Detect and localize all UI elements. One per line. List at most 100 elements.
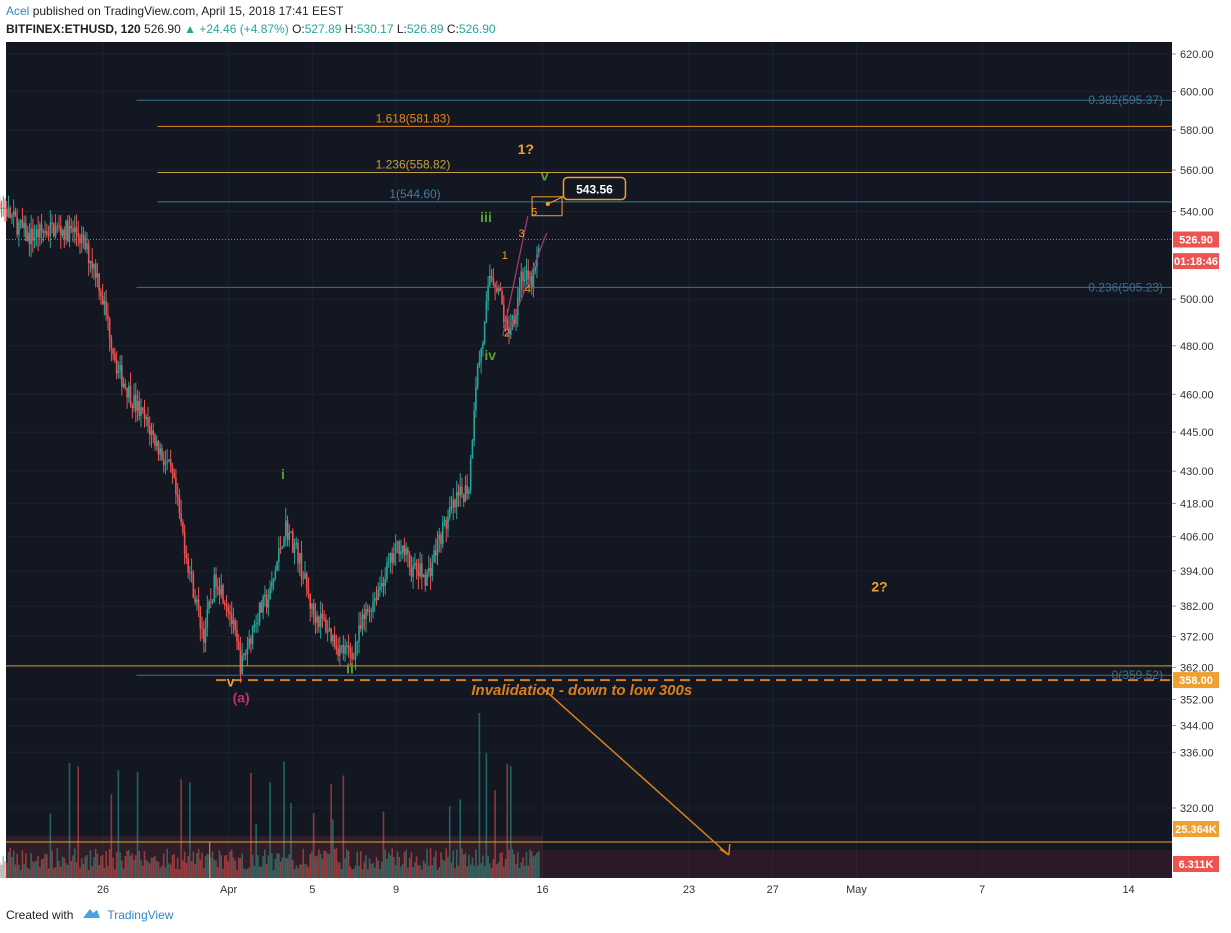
volume-bar: [366, 869, 369, 878]
candle-body: [115, 359, 118, 374]
volume-bar: [7, 851, 10, 878]
volume-bar: [283, 761, 285, 878]
price-tick-label: 580.00: [1180, 125, 1214, 137]
wave-label: v: [227, 673, 235, 689]
volume-bar: [28, 869, 31, 878]
volume-bar: [515, 863, 517, 878]
time-tick-label: Apr: [220, 884, 237, 896]
volume-bar: [405, 849, 407, 878]
volume-bar: [194, 864, 196, 878]
volume-bar: [243, 868, 245, 878]
candle-body: [475, 386, 477, 411]
volume-bar: [501, 852, 503, 878]
candle-body: [480, 348, 482, 362]
volume-future-area: [542, 850, 1172, 878]
volume-bar: [325, 851, 327, 878]
candle-body: [134, 394, 137, 411]
candle-body: [260, 602, 263, 613]
price-tick-label: 500.00: [1180, 294, 1214, 306]
volume-bar: [434, 850, 437, 878]
candle-body: [176, 494, 179, 497]
open-label: O:: [292, 22, 305, 36]
tradingview-cloud-icon: [79, 907, 101, 922]
candle-body: [51, 222, 53, 224]
candle-body: [35, 229, 38, 237]
candle-body: [103, 301, 106, 305]
volume-badge: [1173, 856, 1219, 872]
price-tick-label: 620.00: [1180, 49, 1214, 61]
volume-bar: [471, 857, 474, 878]
candle-body: [37, 229, 39, 238]
candle-body: [155, 440, 158, 447]
volume-bar: [380, 861, 383, 878]
candle-body: [382, 582, 385, 587]
candle-body: [250, 638, 252, 644]
candle-body: [267, 599, 270, 608]
candle-body: [182, 521, 184, 533]
volume-bar: [126, 850, 128, 878]
volume-bar: [133, 859, 135, 878]
candle-body: [44, 230, 46, 233]
price-badge-label: 358.00: [1179, 675, 1213, 687]
candle-body: [180, 512, 182, 522]
candle-body: [380, 582, 383, 587]
volume-bar: [216, 867, 219, 878]
volume-bar: [40, 859, 43, 878]
last-price: 526.90: [144, 22, 181, 36]
candle-body: [258, 602, 261, 623]
candle-body: [222, 585, 224, 604]
volume-bar: [464, 852, 467, 878]
volume-bar: [438, 867, 441, 878]
candle-body: [417, 570, 420, 577]
candle-body: [339, 646, 341, 656]
volume-bar: [450, 862, 453, 878]
candle-body: [77, 232, 80, 237]
candle-body: [209, 601, 212, 603]
volume-bar: [65, 863, 67, 878]
volume-bar: [164, 867, 167, 878]
volume-bar: [18, 864, 20, 878]
volume-bar: [258, 866, 261, 878]
candle-body: [189, 571, 191, 573]
author-link[interactable]: Acel: [6, 4, 30, 18]
volume-bar: [32, 861, 34, 878]
volume-bar: [314, 856, 317, 878]
candle-body: [373, 598, 376, 602]
volume-bar: [230, 849, 233, 878]
volume-bar: [46, 854, 48, 878]
volume-bar: [330, 784, 332, 878]
volume-bar: [26, 867, 29, 878]
volume-bar: [304, 864, 306, 878]
candle-body: [204, 628, 207, 643]
candle-body: [363, 614, 366, 620]
volume-bar: [73, 848, 76, 878]
price-chart[interactable]: 0.382(595.37) 1.618(581.83) 1.236(558.82) 1…: [0, 42, 1231, 902]
volume-bar: [504, 859, 507, 878]
candle-body: [314, 614, 317, 623]
volume-bar: [77, 766, 80, 878]
price-axis[interactable]: [1172, 42, 1231, 878]
candle-body: [476, 365, 479, 387]
volume-bar: [412, 866, 414, 878]
candle-body: [354, 643, 357, 659]
volume-bar: [250, 772, 252, 878]
candle-body: [384, 579, 387, 587]
candle-body: [501, 291, 503, 305]
volume-bar: [503, 866, 505, 878]
volume-bar: [373, 867, 376, 878]
volume-bar: [98, 865, 100, 878]
price-badge: [1173, 231, 1219, 248]
volume-bar: [87, 869, 90, 878]
volume-bar: [140, 859, 142, 878]
volume-bar: [424, 863, 427, 878]
volume-bar: [47, 868, 50, 878]
candle-body: [431, 562, 434, 577]
tradingview-link[interactable]: TradingView: [107, 907, 174, 922]
volume-bar: [478, 713, 481, 878]
candle-body: [14, 211, 17, 217]
candle-body: [255, 623, 257, 625]
volume-bar: [359, 851, 362, 878]
candle-body: [248, 638, 250, 648]
volume-bar: [225, 855, 228, 878]
